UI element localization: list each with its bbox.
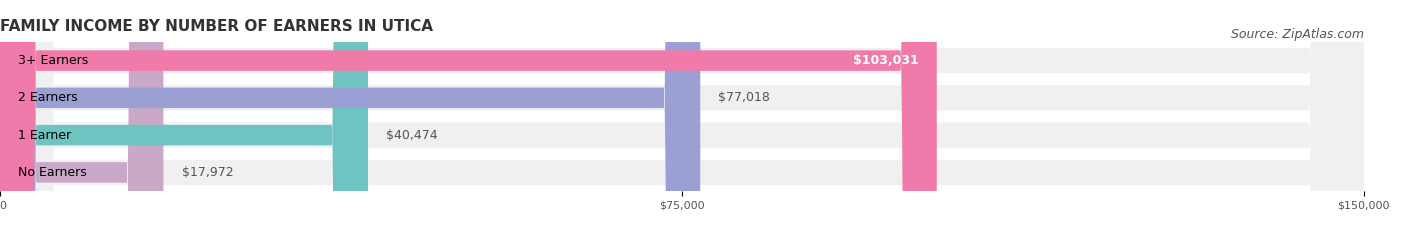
Text: FAMILY INCOME BY NUMBER OF EARNERS IN UTICA: FAMILY INCOME BY NUMBER OF EARNERS IN UT… bbox=[0, 19, 433, 34]
Text: 2 Earners: 2 Earners bbox=[18, 91, 77, 104]
Text: 1 Earner: 1 Earner bbox=[18, 129, 72, 142]
Text: Source: ZipAtlas.com: Source: ZipAtlas.com bbox=[1230, 28, 1364, 41]
FancyBboxPatch shape bbox=[0, 0, 1364, 233]
FancyBboxPatch shape bbox=[0, 0, 368, 233]
FancyBboxPatch shape bbox=[0, 0, 1364, 233]
FancyBboxPatch shape bbox=[0, 0, 163, 233]
FancyBboxPatch shape bbox=[0, 0, 1364, 233]
Text: $77,018: $77,018 bbox=[718, 91, 770, 104]
FancyBboxPatch shape bbox=[0, 0, 700, 233]
FancyBboxPatch shape bbox=[0, 0, 936, 233]
Text: $17,972: $17,972 bbox=[181, 166, 233, 179]
Text: No Earners: No Earners bbox=[18, 166, 87, 179]
Text: $40,474: $40,474 bbox=[387, 129, 437, 142]
Text: $103,031: $103,031 bbox=[853, 54, 918, 67]
Text: 3+ Earners: 3+ Earners bbox=[18, 54, 89, 67]
FancyBboxPatch shape bbox=[0, 0, 1364, 233]
